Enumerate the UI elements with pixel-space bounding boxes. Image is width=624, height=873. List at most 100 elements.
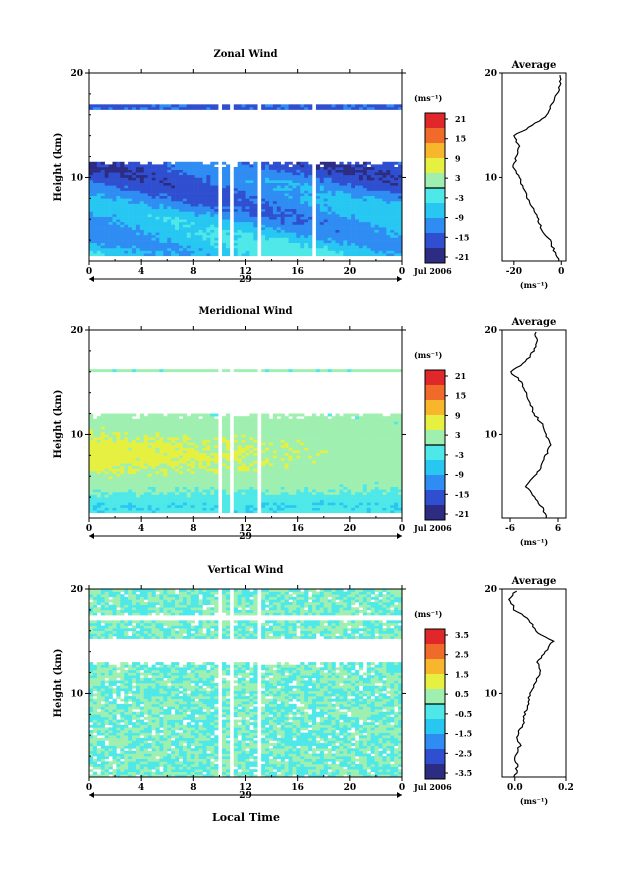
heatmap-cell <box>268 177 274 181</box>
heatmap-cell <box>210 221 215 225</box>
heatmap-cell <box>116 447 121 451</box>
heatmap-cell <box>233 455 238 459</box>
heatmap-cell <box>339 227 344 230</box>
heatmap-cell <box>343 206 348 210</box>
heatmap-cell <box>124 494 129 498</box>
heatmap-cell <box>159 421 164 425</box>
heatmap-cell <box>214 193 219 197</box>
heatmap-cell <box>304 237 309 241</box>
heatmap-cell <box>222 195 227 199</box>
heatmap-cell <box>276 484 282 487</box>
heatmap-cell <box>171 180 176 183</box>
heatmap-cell <box>202 242 207 246</box>
heatmap-cell <box>222 426 227 430</box>
heatmap-cell <box>124 452 129 456</box>
heatmap-cell <box>222 447 227 451</box>
heatmap-cell <box>304 460 309 464</box>
heatmap-cell <box>124 418 129 422</box>
heatmap-cell <box>151 237 156 241</box>
heatmap-cell <box>268 457 274 461</box>
heatmap-cell <box>292 507 297 511</box>
heatmap-cell <box>261 452 266 456</box>
heatmap-cell <box>386 169 391 173</box>
heatmap-cell <box>304 190 309 194</box>
heatmap-cell <box>261 450 266 454</box>
heatmap-cell <box>171 250 176 254</box>
heatmap-cell <box>374 219 379 223</box>
heatmap-cell <box>147 237 152 241</box>
heatmap-cell <box>245 478 250 482</box>
heatmap-cell <box>89 460 94 464</box>
heatmap-cell <box>116 369 121 373</box>
heatmap-cell <box>163 221 168 225</box>
heatmap-cell <box>249 426 254 430</box>
heatmap-cell <box>124 187 129 191</box>
heatmap-cell <box>155 416 160 420</box>
heatmap-cell <box>171 206 176 210</box>
heatmap-cell <box>304 167 309 170</box>
heatmap-cell <box>89 232 94 236</box>
heatmap-cell <box>190 491 195 495</box>
heatmap-cell <box>143 247 148 251</box>
heatmap-cell <box>382 227 387 230</box>
heatmap-cell <box>249 232 254 236</box>
heatmap-cell <box>272 491 278 495</box>
heatmap-cell <box>276 203 282 207</box>
heatmap-cell <box>210 216 215 220</box>
heatmap-cell <box>167 224 172 228</box>
heatmap-cell <box>155 224 160 228</box>
heatmap-cell <box>347 167 352 170</box>
heatmap-cell <box>175 442 180 446</box>
heatmap-cell <box>265 369 270 373</box>
heatmap-cell <box>253 468 258 472</box>
heatmap-cell <box>104 504 109 508</box>
heatmap-cell <box>139 489 145 493</box>
heatmap-cell <box>206 465 211 469</box>
heatmap-cell <box>147 253 152 257</box>
heatmap-cell <box>253 250 258 254</box>
heatmap-cell <box>308 237 313 241</box>
heatmap-cell <box>159 203 164 207</box>
heatmap-cell <box>147 190 152 194</box>
heatmap-cell <box>190 167 195 170</box>
heatmap-cell <box>155 478 160 482</box>
heatmap-cell <box>96 499 102 503</box>
heatmap-cell <box>351 172 356 176</box>
heatmap-cell <box>261 369 266 373</box>
colorbar-tick-label: 3 <box>455 173 461 183</box>
heatmap-cell <box>245 465 250 469</box>
heatmap-cell <box>171 452 176 456</box>
heatmap-cell <box>253 169 258 173</box>
heatmap-cell <box>378 198 383 202</box>
heatmap-cell <box>390 229 395 233</box>
heatmap-cell <box>222 478 227 482</box>
heatmap-cell <box>272 502 278 506</box>
heatmap-cell <box>167 447 172 451</box>
heatmap-cell <box>241 242 246 246</box>
heatmap-cell <box>171 237 176 241</box>
heatmap-cell <box>268 240 274 244</box>
heatmap-cell <box>132 473 137 477</box>
heatmap-cell <box>147 208 152 212</box>
heatmap-cell <box>128 457 133 461</box>
heatmap-cell <box>245 177 250 181</box>
heatmap-cell <box>186 473 192 477</box>
heatmap-cell <box>112 190 117 194</box>
heatmap-cell <box>147 444 152 448</box>
heatmap-cell <box>120 211 125 215</box>
heatmap-cell <box>96 416 102 420</box>
heatmap-cell <box>151 193 156 197</box>
heatmap-cell <box>104 455 109 459</box>
heatmap-cell <box>92 250 98 254</box>
heatmap-cell <box>265 468 270 472</box>
heatmap-cell <box>355 242 360 246</box>
heatmap-cell <box>276 216 282 220</box>
heatmap-cell <box>261 203 266 207</box>
heatmap-cell <box>175 499 180 503</box>
heatmap-cell <box>300 465 305 469</box>
x-tick-label: 20 <box>344 267 357 277</box>
heatmap-cell <box>331 206 336 210</box>
heatmap-cell <box>351 221 356 225</box>
heatmap-cell <box>120 104 125 108</box>
heatmap-cell <box>308 206 313 210</box>
